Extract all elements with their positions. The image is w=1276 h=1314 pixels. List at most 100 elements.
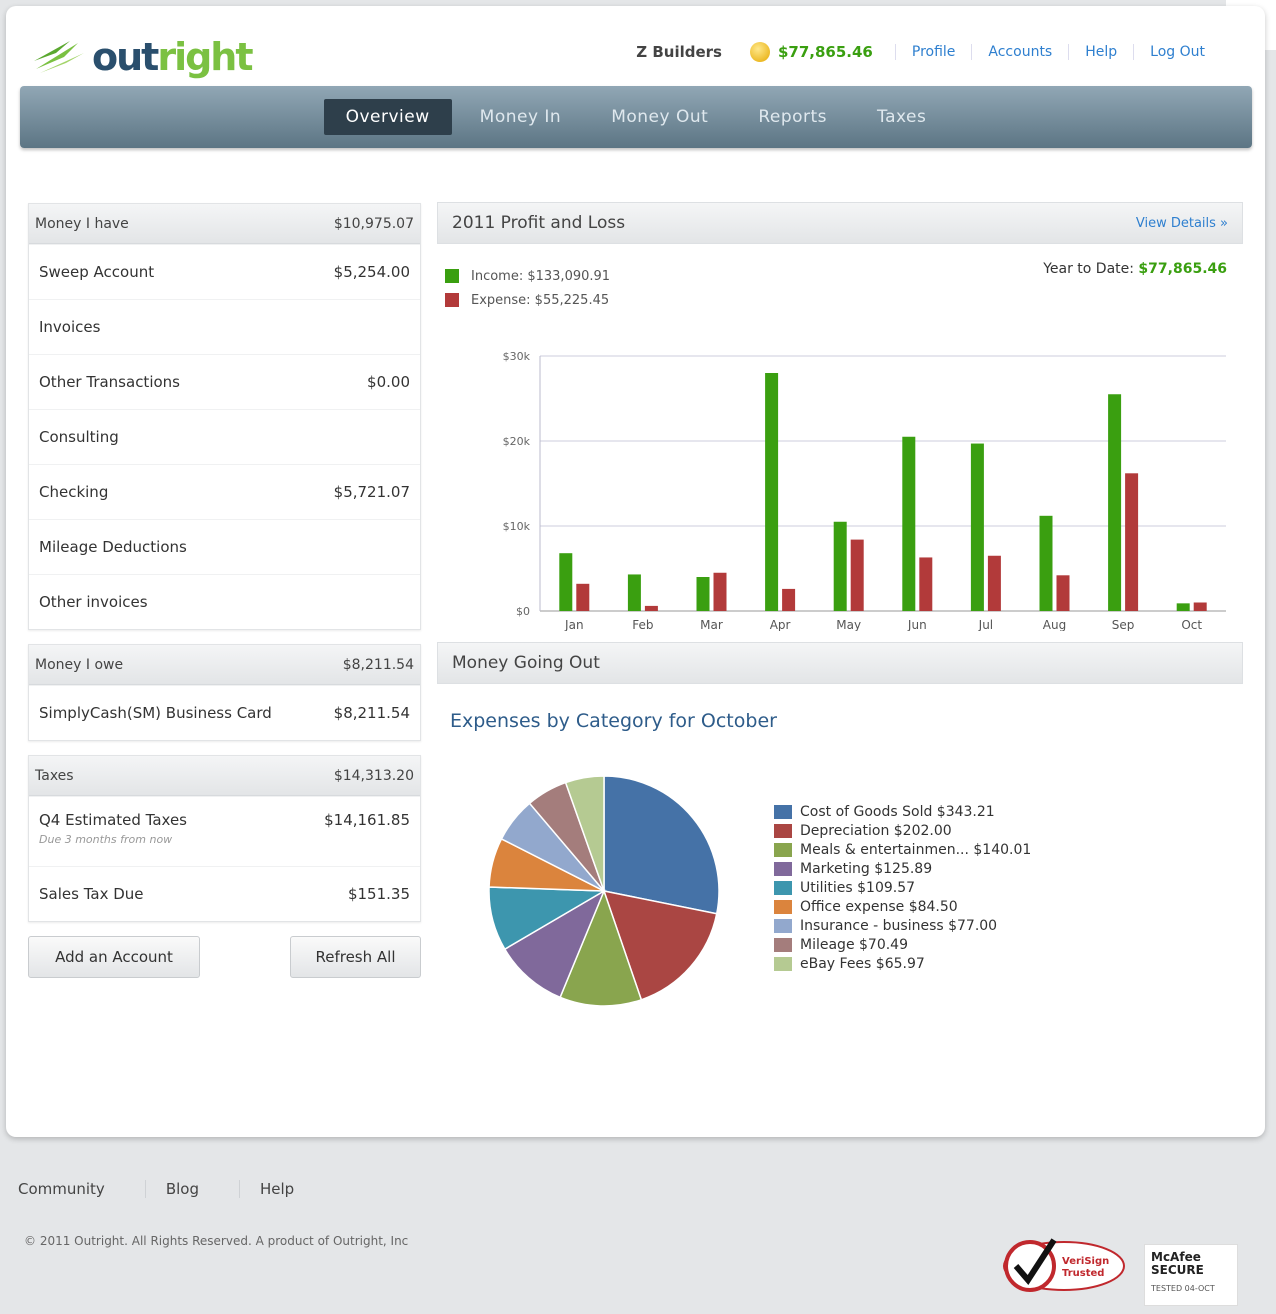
tab-money-out[interactable]: Money Out	[611, 107, 709, 127]
expense-bar	[576, 583, 590, 611]
account-row[interactable]: Checking $5,721.07	[29, 464, 420, 519]
expense-swatch	[445, 293, 459, 307]
money-owe-header[interactable]: Money I owe $8,211.54	[29, 645, 420, 685]
account-label: Invoices	[39, 318, 101, 336]
mcafee-badge[interactable]: McAfee SECURE TESTED 04-OCT	[1144, 1244, 1238, 1306]
account-row[interactable]: Sweep Account $5,254.00	[29, 244, 420, 299]
add-account-button[interactable]: Add an Account	[28, 936, 200, 978]
pie-legend-swatch	[774, 899, 792, 914]
money-going-out-header: Money Going Out	[437, 642, 1243, 684]
income-bar	[559, 553, 573, 611]
pie-legend-item: Office expense $84.50	[774, 897, 1031, 916]
money-owe-panel: Money I owe $8,211.54 SimplyCash(SM) Bus…	[28, 644, 421, 741]
y-tick-label: $20k	[503, 435, 531, 448]
account-row[interactable]: Invoices	[29, 299, 420, 354]
account-row[interactable]: Other Transactions $0.00	[29, 354, 420, 409]
money-going-out-title: Money Going Out	[452, 653, 600, 673]
account-row[interactable]: Mileage Deductions	[29, 519, 420, 574]
mcafee-name: McAfee	[1151, 1250, 1201, 1264]
expense-bar	[1125, 473, 1139, 611]
money-have-header[interactable]: Money I have $10,975.07	[29, 204, 420, 244]
income-bar	[970, 443, 984, 611]
view-details-link[interactable]: View Details »	[1135, 215, 1228, 231]
money-have-title: Money I have	[35, 215, 129, 232]
pie-legend-label: Office expense $84.50	[800, 898, 958, 915]
expense-bar	[1193, 602, 1207, 611]
x-tick-label: Apr	[770, 618, 791, 631]
tax-row[interactable]: Sales Tax Due $151.35	[29, 866, 420, 921]
tab-money-in[interactable]: Money In	[479, 107, 562, 127]
pie-legend-label: Marketing $125.89	[800, 860, 933, 877]
x-tick-label: Oct	[1181, 618, 1202, 631]
tab-taxes[interactable]: Taxes	[877, 107, 927, 127]
refresh-all-button[interactable]: Refresh All	[290, 936, 421, 978]
tax-due-note: Due 3 months from now	[39, 833, 173, 846]
expense-bar	[713, 572, 727, 611]
account-value: $5,254.00	[333, 263, 410, 281]
pie-legend-item: Insurance - business $77.00	[774, 916, 1031, 935]
verisign-badge[interactable]: VeriSign Trusted	[1000, 1230, 1130, 1294]
x-tick-label: Jan	[564, 618, 584, 631]
income-bar	[1039, 515, 1053, 611]
expense-bar	[987, 555, 1001, 611]
money-have-total: $10,975.07	[333, 215, 414, 232]
expense-bar	[782, 588, 796, 611]
pie-legend-label: Mileage $70.49	[800, 936, 908, 953]
income-swatch	[445, 269, 459, 283]
footer-links: Community Blog Help	[18, 1180, 354, 1198]
account-row[interactable]: Consulting	[29, 409, 420, 464]
tab-reports[interactable]: Reports	[758, 107, 828, 127]
profit-loss-title: 2011 Profit and Loss	[452, 213, 626, 233]
taxes-header[interactable]: Taxes $14,313.20	[29, 756, 420, 796]
trusted-text: Trusted	[1062, 1268, 1104, 1279]
verisign-text: VeriSign	[1062, 1256, 1109, 1267]
pie-legend-label: Insurance - business $77.00	[800, 917, 998, 934]
expenses-pie-chart	[488, 775, 720, 1007]
mcafee-secure: SECURE	[1151, 1262, 1204, 1277]
top-navigation: Z Builders $77,865.46 Profile Accounts H…	[636, 42, 1221, 62]
accounts-link[interactable]: Accounts	[971, 44, 1068, 60]
income-bar	[833, 521, 847, 611]
pie-slice	[503, 889, 606, 999]
account-label: Mileage Deductions	[39, 538, 187, 556]
year-to-date: Year to Date: $77,865.46	[1043, 261, 1227, 277]
pie-slice	[564, 775, 605, 892]
x-tick-label: Jul	[978, 618, 993, 631]
tax-value: $14,161.85	[324, 811, 410, 829]
income-bar	[1108, 394, 1122, 611]
pie-legend-item: Marketing $125.89	[774, 859, 1031, 878]
income-bar	[696, 577, 710, 611]
tab-overview[interactable]: Overview	[323, 99, 452, 135]
x-tick-label: Jun	[907, 618, 927, 631]
taxes-title: Taxes	[35, 767, 74, 784]
company-name: Z Builders	[636, 43, 722, 61]
logout-link[interactable]: Log Out	[1133, 44, 1221, 60]
copyright-text: © 2011 Outright. All Rights Reserved. A …	[24, 1234, 409, 1248]
account-label: Consulting	[39, 428, 119, 446]
footer-help-link[interactable]: Help	[260, 1180, 295, 1198]
tax-label: Q4 Estimated Taxes	[39, 811, 187, 829]
pie-legend-swatch	[774, 823, 792, 838]
money-owe-title: Money I owe	[35, 656, 124, 673]
pie-legend-label: eBay Fees $65.97	[800, 955, 925, 972]
main-card: outright Z Builders $77,865.46 Profile A…	[6, 6, 1265, 1137]
pie-legend-item: Meals & entertainmen... $140.01	[774, 840, 1031, 859]
profile-link[interactable]: Profile	[894, 44, 972, 60]
account-label: Sweep Account	[39, 263, 155, 281]
profit-loss-header: 2011 Profit and Loss View Details »	[437, 202, 1243, 244]
pie-legend-label: Depreciation $202.00	[800, 822, 952, 839]
brand-logo[interactable]: outright	[34, 32, 254, 82]
expense-bar	[850, 539, 864, 611]
header-balance: $77,865.46	[777, 43, 873, 61]
footer-blog-link[interactable]: Blog	[166, 1180, 240, 1198]
account-row[interactable]: Other invoices	[29, 574, 420, 629]
x-tick-label: Sep	[1112, 618, 1135, 631]
logo-mark-icon	[34, 41, 84, 73]
tax-row[interactable]: Q4 Estimated Taxes Due 3 months from now …	[29, 796, 420, 866]
mcafee-tested: TESTED 04-OCT	[1151, 1284, 1215, 1294]
help-link[interactable]: Help	[1068, 44, 1133, 60]
footer-community-link[interactable]: Community	[18, 1180, 146, 1198]
account-row[interactable]: SimplyCash(SM) Business Card $8,211.54	[29, 685, 420, 740]
account-label: SimplyCash(SM) Business Card	[39, 704, 272, 722]
account-label: Other invoices	[39, 593, 148, 611]
